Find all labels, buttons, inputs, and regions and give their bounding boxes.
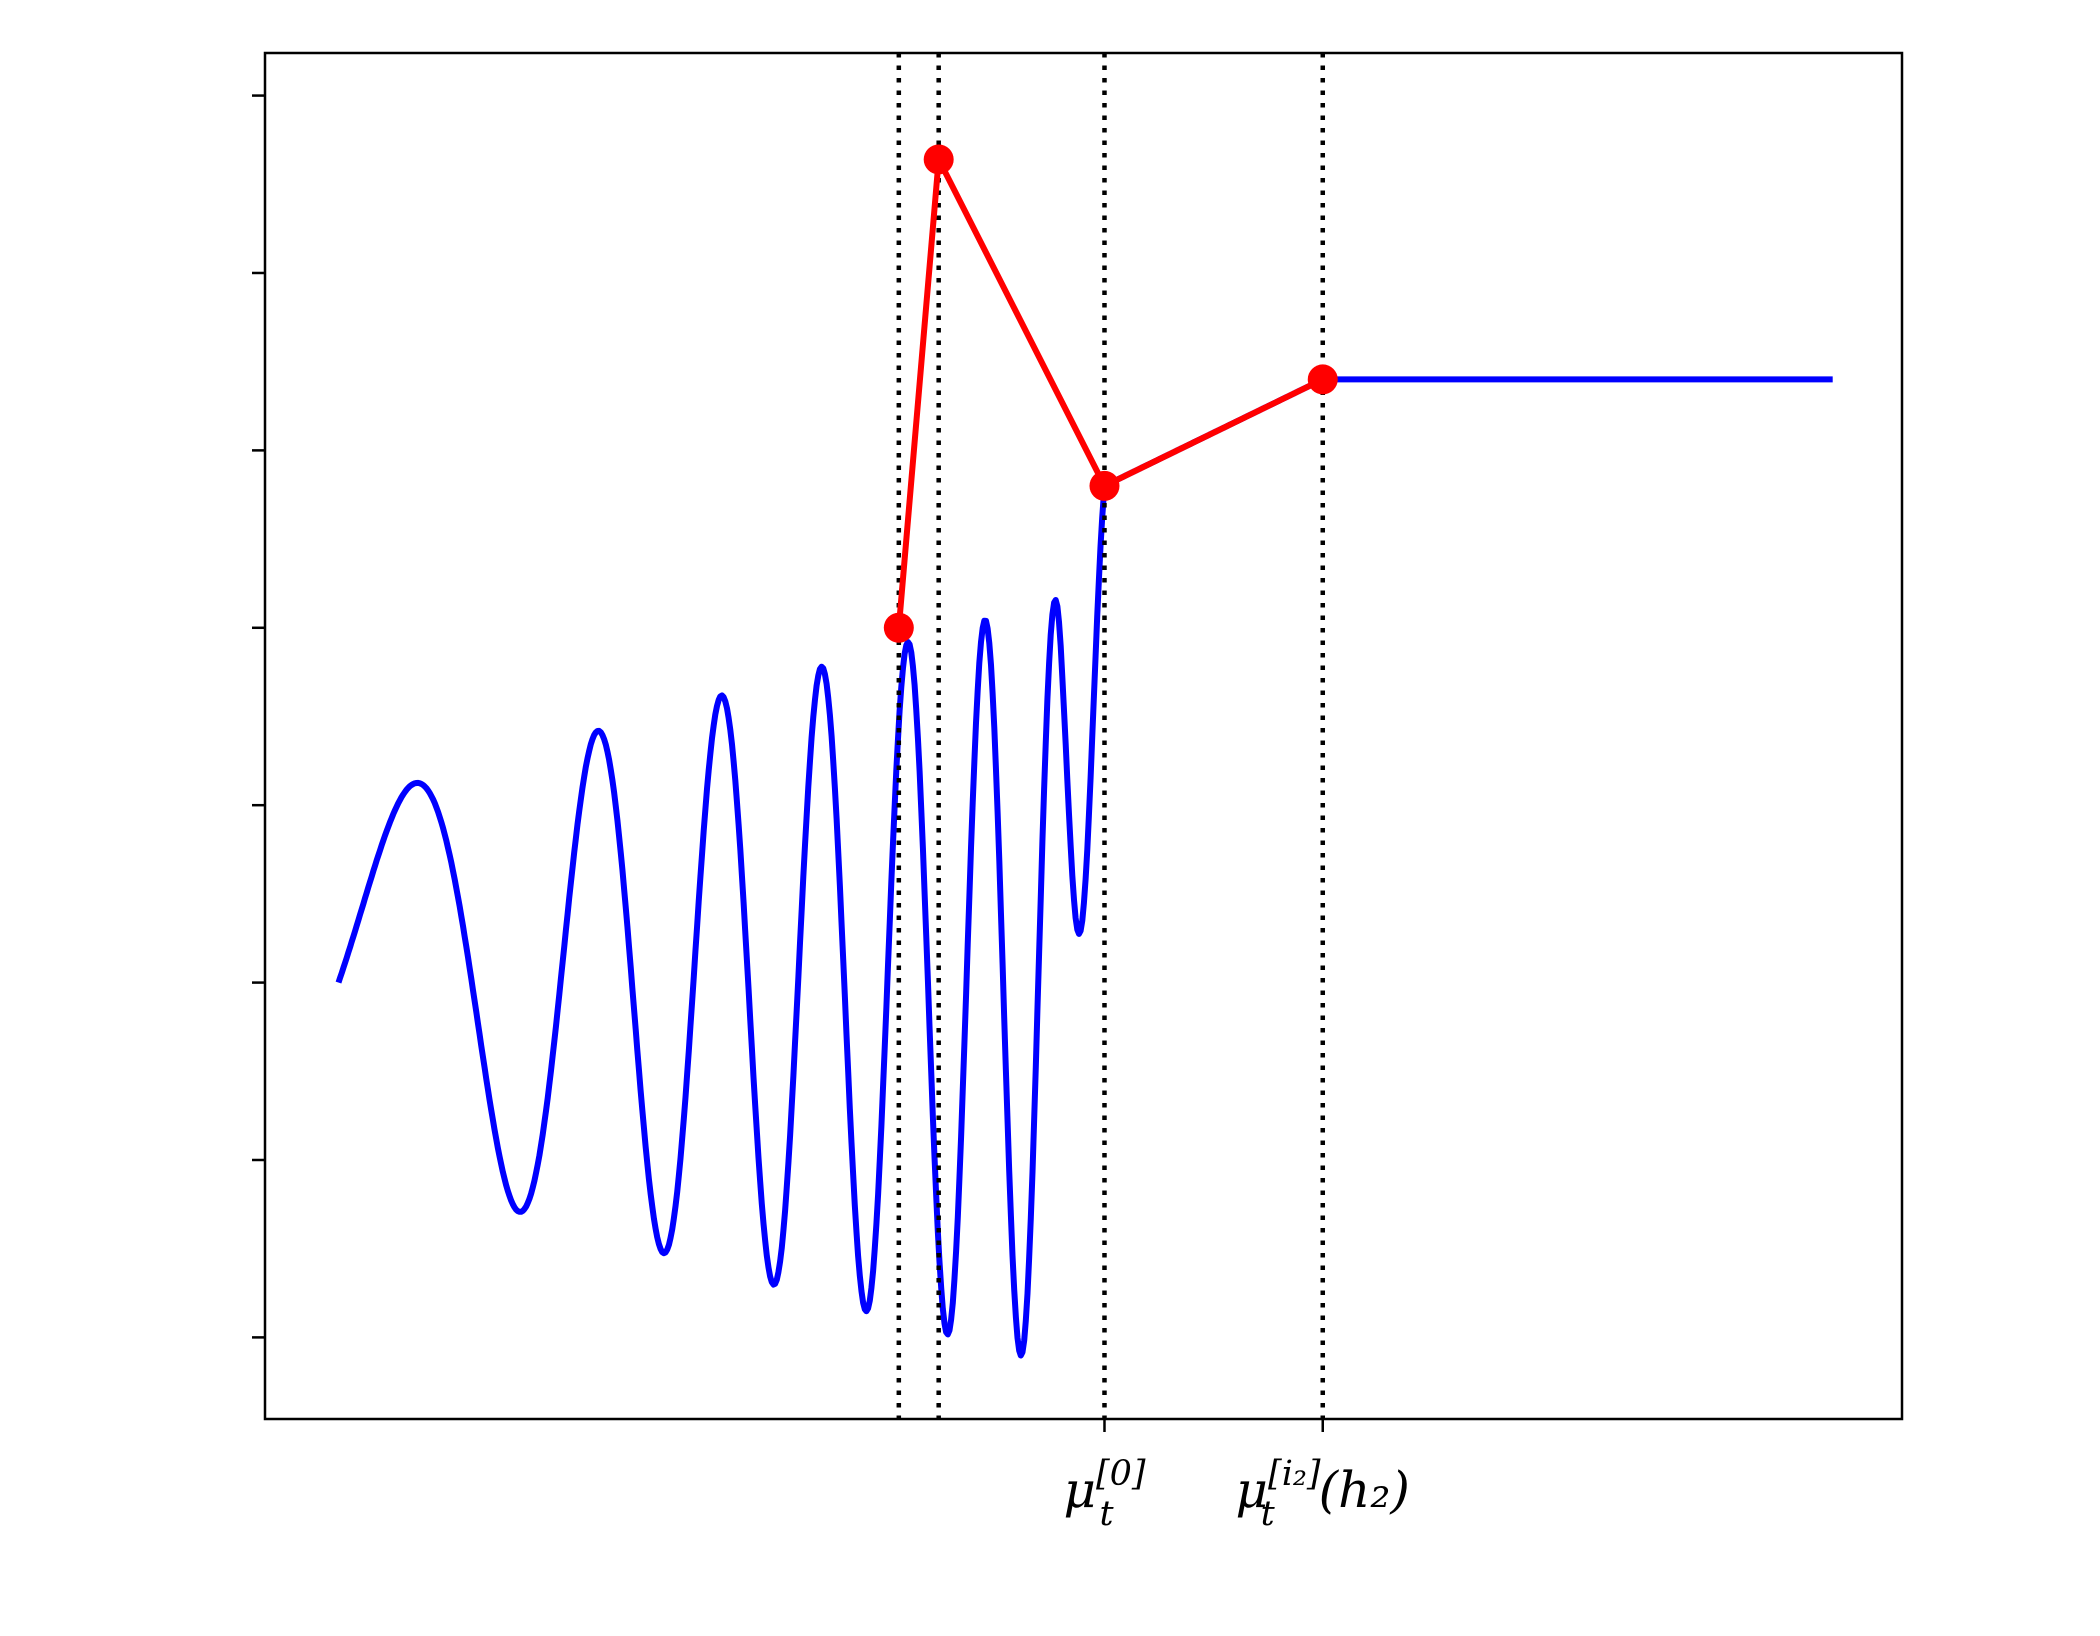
- x-tick-label: μ[i₂] t (h₂): [1236, 1454, 1410, 1534]
- red-data-point: [883, 612, 914, 643]
- red-interpolation-series: [883, 144, 1338, 643]
- vertical-reference-lines: [896, 53, 1326, 1419]
- x-tick-label: μ[0] t: [1063, 1454, 1145, 1534]
- x-tick-labels: μ[0] t μ[i₂] t (h₂): [1063, 1454, 1410, 1534]
- y-axis-ticks: [252, 94, 265, 1339]
- axes-frame: [263, 51, 1904, 1421]
- x-axis-ticks: [1103, 1419, 1325, 1432]
- plot-area: [335, 53, 1835, 1419]
- red-data-point: [1089, 470, 1120, 501]
- red-data-point: [923, 144, 954, 175]
- red-data-point: [1307, 364, 1338, 395]
- red-series-line: [895, 156, 1325, 629]
- blue-function-curve: [335, 376, 1835, 1359]
